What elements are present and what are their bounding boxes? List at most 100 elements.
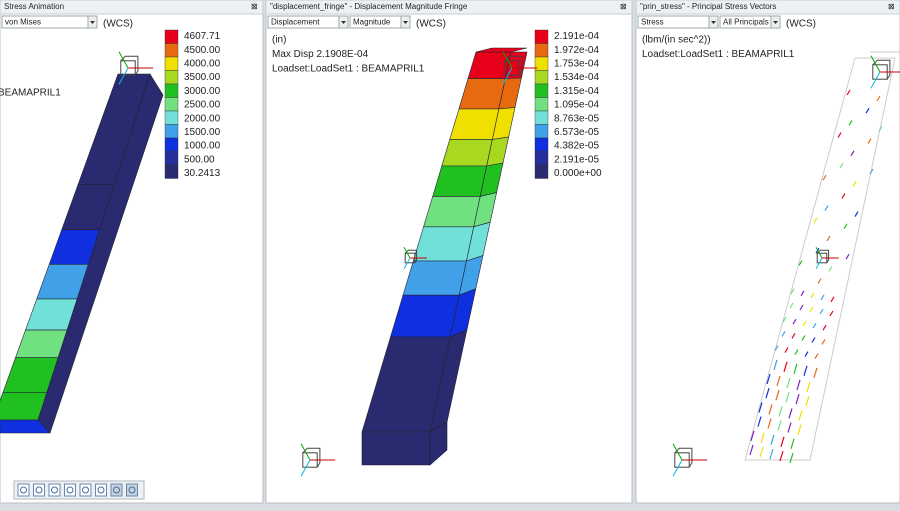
toolbar-button[interactable] [126, 483, 138, 497]
panel-title: "prin_stress" - Principal Stress Vectors [640, 2, 776, 11]
toolbar-icon [48, 483, 61, 497]
stress-vector [778, 406, 783, 417]
triad-cube [404, 249, 418, 264]
triad-cube [302, 447, 321, 468]
triad-axis [403, 246, 411, 259]
stress-vector [824, 205, 829, 211]
dropdown[interactable]: All Principals [719, 15, 781, 29]
stress-vector [876, 95, 881, 102]
dropdown-arrow [711, 21, 716, 24]
legend-label: 8.763e-05 [554, 113, 599, 124]
toolbar-icon [51, 486, 58, 494]
stress-vector [765, 388, 770, 399]
toolbar-icon [110, 483, 123, 497]
stress-vector [794, 349, 799, 355]
stress-vector [826, 235, 831, 242]
triad-axis [815, 246, 823, 259]
stress-vector [822, 174, 827, 181]
dropdown-arrow [90, 21, 95, 24]
triad-axis [672, 459, 683, 477]
stress-vector [803, 365, 808, 376]
toolbar-button[interactable] [33, 483, 45, 497]
stress-vector [813, 217, 818, 224]
legend-label: 2500.00 [184, 100, 221, 111]
panel-title: Stress Animation [4, 2, 64, 11]
triad-cube [504, 55, 523, 76]
stress-vector [789, 302, 794, 309]
close-button[interactable]: ⊠ [620, 2, 627, 11]
toolbar-button[interactable] [48, 483, 61, 497]
stress-vector [806, 381, 811, 393]
dropdown[interactable]: Stress [637, 15, 719, 29]
dropdown-arrow [403, 21, 408, 24]
coord-system: (WCS) [103, 19, 133, 30]
dropdown-value: Displacement [271, 18, 320, 27]
stress-vector [768, 404, 773, 415]
toolbar-icon [64, 483, 76, 497]
dropdown-value: Magnitude [353, 18, 391, 27]
dropdown[interactable]: Magnitude [349, 15, 411, 29]
beam-face [412, 226, 475, 262]
close-button[interactable]: ⊠ [888, 2, 895, 11]
stress-vector [841, 193, 846, 199]
stress-vector [757, 416, 762, 427]
stress-vector [878, 126, 883, 132]
legend-swatch [164, 164, 179, 179]
dropdown[interactable]: Displacement [267, 15, 349, 29]
stress-vector [793, 363, 798, 374]
triad-cube [816, 249, 830, 264]
stress-vector [839, 162, 844, 169]
legend-swatch [164, 124, 179, 139]
legend-label: 4500.00 [184, 45, 221, 56]
legend-label: 1.753e-04 [554, 59, 599, 70]
triad [403, 246, 427, 270]
beam-face [423, 196, 481, 228]
legend-swatch [534, 151, 549, 166]
toolbar-icon [128, 486, 136, 494]
toolbar-button[interactable] [79, 483, 92, 497]
toolbar-icon [17, 483, 30, 497]
triad [672, 443, 708, 477]
stress-vector [828, 266, 833, 272]
stress-vector [846, 89, 851, 96]
triad-cube [872, 59, 891, 80]
dropdown[interactable]: von Mises [1, 15, 98, 29]
toolbar-button[interactable] [95, 483, 107, 497]
stress-vector [830, 296, 835, 303]
stress-vector [775, 390, 780, 401]
toolbar-button[interactable] [64, 483, 76, 497]
stress-vector [845, 253, 850, 260]
stress-vector [811, 337, 816, 343]
info-text: (in) [272, 35, 286, 46]
legend-swatch [534, 70, 549, 85]
triad-axis [672, 443, 683, 461]
close-button[interactable]: ⊠ [251, 2, 258, 11]
legend-label: 4000.00 [184, 59, 221, 70]
stress-vector [854, 211, 859, 217]
legend-swatch [164, 43, 179, 58]
stress-vector [786, 377, 791, 389]
toolbar-icon [66, 486, 74, 494]
toolbar-icon [126, 483, 138, 497]
stress-vector [759, 446, 764, 458]
stress-vector [795, 394, 800, 405]
stress-vector [837, 132, 842, 138]
dropdown-arrow [341, 21, 346, 24]
info-text: Max Disp 2.1908E-04 [272, 49, 369, 60]
toolbar-button[interactable] [17, 483, 30, 497]
legend-swatch [534, 83, 549, 98]
stress-vector [867, 138, 872, 144]
triad-axis [300, 443, 311, 461]
stress-vector [787, 422, 792, 433]
toolbar-icon [35, 486, 43, 494]
stress-vector [817, 278, 822, 284]
stress-vector [812, 322, 817, 329]
legend-swatch [164, 151, 179, 166]
dropdown-value: Stress [641, 18, 664, 27]
legend-swatch [164, 29, 179, 44]
legend-swatch [534, 110, 549, 125]
stress-vector [769, 448, 774, 460]
dropdown-value: All Principals [723, 18, 769, 27]
toolbar-button[interactable] [110, 483, 123, 497]
